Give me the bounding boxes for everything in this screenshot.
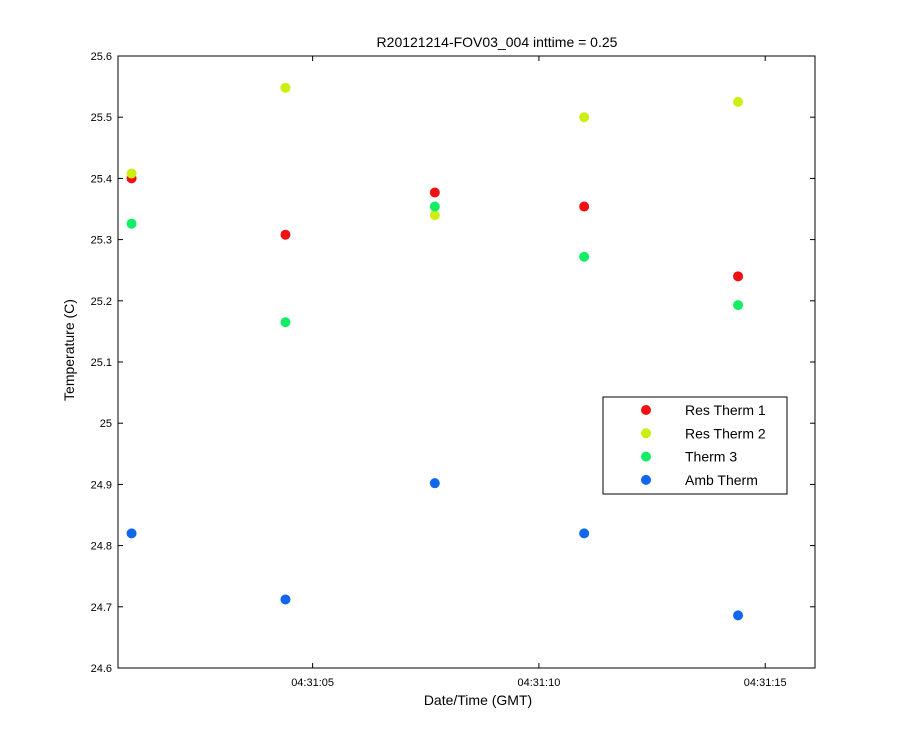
data-point-amb-therm-1 [280, 594, 291, 605]
data-point-res-therm-2-2 [429, 210, 440, 221]
legend-label-1: Res Therm 2 [685, 425, 766, 441]
data-point-therm-3-1 [280, 317, 291, 328]
data-point-res-therm-2-3 [579, 112, 590, 123]
chart-title: R20121214-FOV03_004 inttime = 0.25 [377, 34, 618, 50]
data-point-res-therm-2-1 [280, 82, 291, 93]
legend-label-0: Res Therm 1 [685, 402, 766, 418]
data-point-therm-3-3 [579, 251, 590, 262]
x-tick-label: 04:31:05 [291, 677, 334, 689]
legend-marker-2 [641, 451, 651, 462]
legend: Res Therm 1 Res Therm 2 Therm 3 Amb Therm [602, 396, 788, 495]
y-tick-label: 24.6 [91, 663, 112, 675]
plot-area [117, 55, 816, 669]
data-point-res-therm-1-1 [280, 229, 291, 240]
y-tick-label: 25.3 [91, 235, 112, 247]
data-point-therm-3-2 [429, 201, 440, 212]
y-tick-label: 25.6 [91, 51, 112, 63]
y-tick-label: 25.4 [91, 173, 112, 185]
legend-box [602, 396, 788, 495]
y-axis-title: Temperature (C) [61, 299, 77, 401]
y-tick-label: 24.8 [91, 541, 112, 553]
x-axis-title: Date/Time (GMT) [424, 692, 532, 708]
data-point-therm-3-4 [733, 300, 744, 311]
y-tick-label: 24.9 [91, 479, 112, 491]
y-tick-label: 25.2 [91, 296, 112, 308]
data-point-res-therm-1-3 [579, 201, 590, 212]
legend-marker-1 [641, 428, 651, 439]
data-points [126, 82, 744, 621]
x-tick-label: 04:31:15 [744, 677, 787, 689]
data-point-res-therm-1-4 [733, 271, 744, 282]
y-tick-label: 25.5 [91, 112, 112, 124]
y-tick-label: 24.7 [91, 602, 112, 614]
data-point-amb-therm-2 [429, 478, 440, 489]
data-point-amb-therm-0 [126, 528, 137, 539]
x-tick-label: 04:31:10 [518, 677, 561, 689]
data-point-res-therm-2-4 [733, 96, 744, 107]
data-point-amb-therm-3 [579, 528, 590, 539]
data-point-amb-therm-4 [733, 610, 744, 621]
legend-marker-0 [641, 405, 651, 415]
x-axis: 04:31:05 04:31:10 04:31:15 [291, 56, 787, 689]
legend-label-2: Therm 3 [685, 449, 737, 465]
legend-label-3: Amb Therm [685, 472, 758, 488]
y-tick-label: 25.1 [91, 357, 112, 369]
data-point-res-therm-2-0 [126, 168, 137, 179]
legend-marker-3 [641, 474, 651, 485]
y-tick-label: 25 [100, 418, 112, 430]
data-point-therm-3-0 [126, 218, 137, 229]
data-point-res-therm-1-2 [429, 187, 440, 198]
y-axis: 24.6 24.7 24.8 24.9 25 25.1 25.2 25.3 25.4 25.5 25… [91, 51, 815, 675]
